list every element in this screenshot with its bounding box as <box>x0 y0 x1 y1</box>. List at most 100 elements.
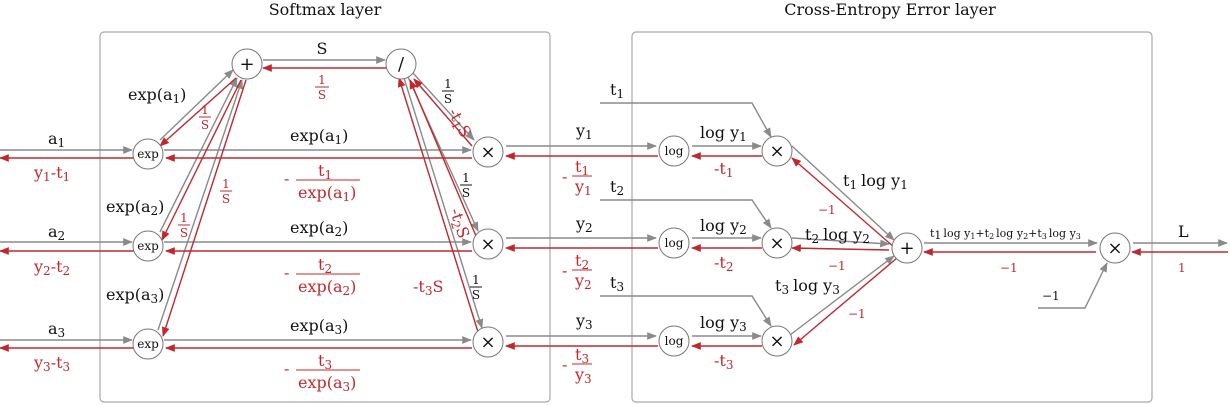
log-node-2: log <box>658 227 690 259</box>
svg-text:y2: y2 <box>574 271 592 292</box>
grad-a1-label: y1-t1 <box>33 163 70 184</box>
neg-one-grad-3: −1 <box>848 307 866 321</box>
grad-exp-a3-fraction: - t3 exp(a3) <box>284 351 360 394</box>
neg-one-grad-2: −1 <box>828 259 846 273</box>
svg-text:y1: y1 <box>574 177 592 198</box>
svg-text:S: S <box>444 92 452 106</box>
svg-text:-: - <box>284 169 289 188</box>
softmax-backward-arrows <box>0 64 479 352</box>
svg-text:t2: t2 <box>318 255 332 276</box>
neg-one-constant: −1 <box>1042 289 1060 303</box>
svg-text:S: S <box>462 186 470 200</box>
t3-log-y3-label: t3 log y3 <box>775 276 840 297</box>
grad-exp-a1-fraction: - t1 exp(a1) <box>284 161 360 204</box>
svg-text:t1: t1 <box>575 157 589 178</box>
log-y3-label: log y3 <box>700 313 747 334</box>
times-symbol: × <box>480 332 495 353</box>
grad-y1-fraction: - t1 y1 <box>562 157 592 198</box>
exp-a3-horizontal-label: exp(a3) <box>290 316 348 337</box>
svg-text:S: S <box>318 88 326 102</box>
svg-text:-: - <box>284 359 289 378</box>
svg-text:-: - <box>562 261 567 280</box>
svg-text:y3: y3 <box>574 365 592 386</box>
svg-text:S: S <box>180 226 188 240</box>
times-symbol: × <box>1107 238 1122 259</box>
svg-text:exp(a3): exp(a3) <box>298 373 356 394</box>
inv-s-fraction-left-2: 1 S <box>178 211 190 240</box>
cross-entropy-layer-title: Cross-Entropy Error layer <box>784 0 996 19</box>
exp-a2-diag-label: exp(a2) <box>106 197 164 218</box>
log-node-label: log <box>665 144 684 158</box>
log-y2-label: log y2 <box>700 216 747 237</box>
softmax-layer-box <box>99 31 551 403</box>
y2-label: y2 <box>575 214 593 235</box>
svg-text:-: - <box>562 167 567 186</box>
svg-text:-: - <box>284 263 289 282</box>
neg-t3-s-label: -t3S <box>413 277 443 298</box>
multiply-node-softmax-1: × <box>472 136 504 168</box>
input-a3-label: a3 <box>48 319 65 340</box>
svg-text:1: 1 <box>462 171 470 185</box>
svg-text:1: 1 <box>318 73 326 87</box>
inv-s-fraction-right-3: 1 S <box>470 273 482 302</box>
exp-node-label: exp <box>137 239 159 253</box>
svg-text:t1: t1 <box>318 161 332 182</box>
exp-a2-horizontal-label: exp(a2) <box>290 218 348 239</box>
multiply-node-ce-3: × <box>761 325 793 357</box>
multiply-node-ce-1: × <box>761 135 793 167</box>
svg-text:S: S <box>222 192 230 206</box>
input-a2-label: a2 <box>48 222 65 243</box>
plus-symbol: + <box>899 238 914 259</box>
times-symbol: × <box>769 233 784 254</box>
svg-text:1: 1 <box>180 211 188 225</box>
log-node-label: log <box>665 334 684 348</box>
neg-t3-label: -t3 <box>714 351 733 372</box>
exp-a1-horizontal-label: exp(a1) <box>290 126 348 147</box>
sum-node-ce: + <box>891 232 923 264</box>
neg-one-sum-grad: −1 <box>1000 261 1018 275</box>
t1-log-y1-label: t1 log y1 <box>843 171 908 192</box>
divide-node: / <box>385 48 417 80</box>
y1-label: y1 <box>575 121 593 142</box>
svg-text:t3: t3 <box>318 351 332 372</box>
softmax-forward-arrows <box>0 56 484 344</box>
y3-label: y3 <box>575 311 593 332</box>
svg-text:1: 1 <box>472 273 480 287</box>
times-symbol: × <box>769 331 784 352</box>
loss-grad-one: 1 <box>1178 261 1186 275</box>
input-a1-label: a1 <box>48 129 65 150</box>
t3-label: t3 <box>610 273 624 294</box>
softmax-nodes: exp exp exp + / × × × <box>132 48 504 360</box>
multiply-node-loss: × <box>1099 232 1131 264</box>
inv-s-fraction-left-3: 1 S <box>220 177 232 206</box>
inv-s-fraction-left-1: 1 S <box>199 103 211 132</box>
svg-text:S: S <box>201 118 209 132</box>
cross-entropy-layer-box <box>631 31 1153 403</box>
times-symbol: × <box>480 142 495 163</box>
grad-y2-fraction: - t2 y2 <box>562 251 592 292</box>
sum-label: t1 log y1+t2 log y2+t3 log y3 <box>930 227 1081 242</box>
inv-s-fraction-top: 1 S <box>315 73 329 102</box>
t2-log-y2-label: t2 log y2 <box>805 225 870 246</box>
svg-text:1: 1 <box>444 77 452 91</box>
multiply-node-softmax-3: × <box>472 326 504 358</box>
svg-text:-: - <box>562 355 567 374</box>
sum-node: + <box>231 48 263 80</box>
log-y1-label: log y1 <box>700 123 747 144</box>
svg-text:1: 1 <box>222 177 230 191</box>
inv-s-fraction-right-1: 1 S <box>442 77 454 106</box>
grad-a3-label: y3-t3 <box>33 353 70 374</box>
svg-text:t3: t3 <box>575 345 589 366</box>
svg-text:exp(a1): exp(a1) <box>298 183 356 204</box>
loss-L-label: L <box>1178 222 1189 241</box>
t1-label: t1 <box>610 80 624 101</box>
softmax-layer-title: Softmax layer <box>269 0 382 19</box>
multiply-node-softmax-2: × <box>472 228 504 260</box>
exp-node-2: exp <box>132 230 164 262</box>
grad-exp-a2-fraction: - t2 exp(a2) <box>284 255 360 298</box>
svg-text:exp(a2): exp(a2) <box>298 277 356 298</box>
t2-label: t2 <box>610 177 624 198</box>
times-symbol: × <box>769 141 784 162</box>
grad-y3-fraction: - t3 y3 <box>562 345 592 386</box>
